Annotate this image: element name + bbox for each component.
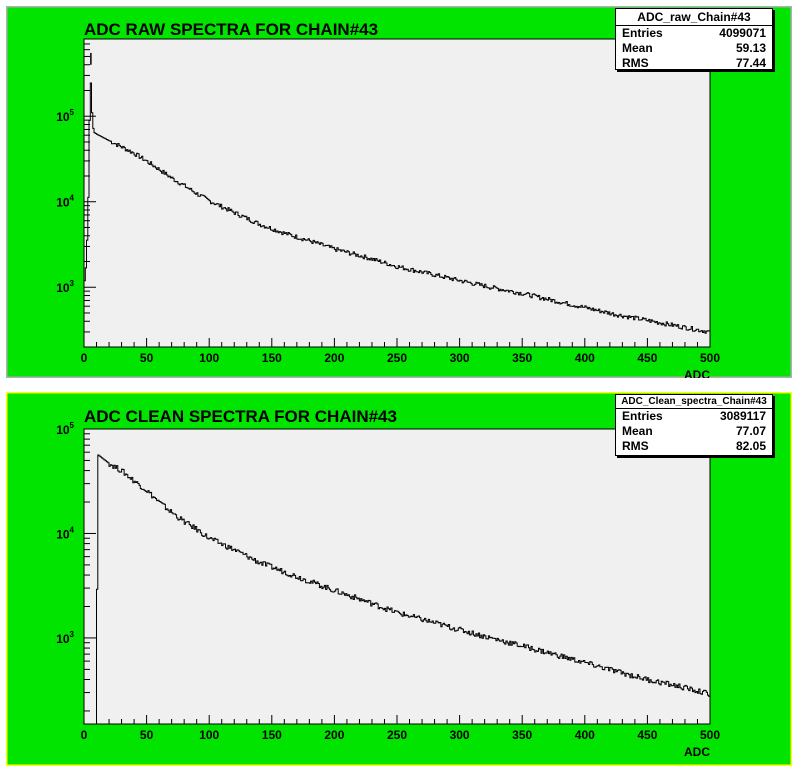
x-tick-label: 500 (700, 351, 720, 365)
x-tick-label: 200 (324, 351, 344, 365)
stats-row-rms: RMS 77.44 (622, 56, 766, 70)
x-tick-label: 150 (262, 351, 282, 365)
histogram-line (84, 82, 710, 334)
x-tick-label: 400 (575, 728, 595, 742)
chart-title: ADC RAW SPECTRA FOR CHAIN#43 (84, 20, 378, 39)
plot-area (83, 38, 711, 348)
x-tick-label: 350 (512, 728, 532, 742)
stats-row-entries: Entries 4099071 (622, 26, 766, 40)
x-tick-label: 0 (81, 351, 88, 365)
y-tick-label: 105 (56, 421, 74, 437)
chart-title: ADC CLEAN SPECTRA FOR CHAIN#43 (84, 407, 397, 426)
x-axis-label: ADC (684, 368, 710, 378)
stats-row-rms: RMS 82.05 (622, 439, 766, 453)
lower-pad: 0 50 100 150 200 250 300 350 400 450 500 103 104 105 A… (6, 392, 792, 766)
x-tick-label: 250 (387, 728, 407, 742)
x-tick-label: 450 (637, 728, 657, 742)
x-tick-label: 50 (140, 728, 154, 742)
x-tick-label: 150 (262, 728, 282, 742)
x-tick-label: 400 (575, 351, 595, 365)
stats-title: ADC_raw_Chain#43 (616, 9, 772, 26)
x-tick-label: 500 (700, 728, 720, 742)
stats-box-clean: ADC_Clean_spectra_Chain#43 Entries 30891… (615, 394, 773, 456)
x-tick-label: 300 (450, 728, 470, 742)
stats-row-entries: Entries 3089117 (622, 409, 766, 423)
y-tick-label: 104 (56, 525, 74, 541)
x-tick-label: 200 (324, 728, 344, 742)
x-tick-label: 100 (199, 351, 219, 365)
plot-area (83, 428, 711, 725)
y-tick-label: 103 (56, 279, 74, 295)
stats-title: ADC_Clean_spectra_Chain#43 (616, 395, 772, 409)
x-axis-label: ADC (684, 745, 710, 759)
x-tick-label: 450 (637, 351, 657, 365)
x-tick-label: 50 (140, 351, 154, 365)
y-tick-label: 105 (56, 108, 74, 124)
x-tick-label: 250 (387, 351, 407, 365)
y-tick-label: 103 (56, 630, 74, 646)
y-tick-label: 104 (56, 194, 74, 210)
stats-row-mean: Mean 77.07 (622, 424, 766, 438)
upper-pad: 0 50 100 150 200 250 300 350 400 450 500 103 104 105 A… (6, 6, 792, 378)
histogram-line (84, 454, 710, 725)
stats-box-raw: ADC_raw_Chain#43 Entries 4099071 Mean 59… (615, 8, 773, 70)
stats-row-mean: Mean 59.13 (622, 41, 766, 55)
x-tick-label: 100 (199, 728, 219, 742)
x-tick-label: 350 (512, 351, 532, 365)
x-tick-label: 0 (81, 728, 88, 742)
x-tick-label: 300 (450, 351, 470, 365)
